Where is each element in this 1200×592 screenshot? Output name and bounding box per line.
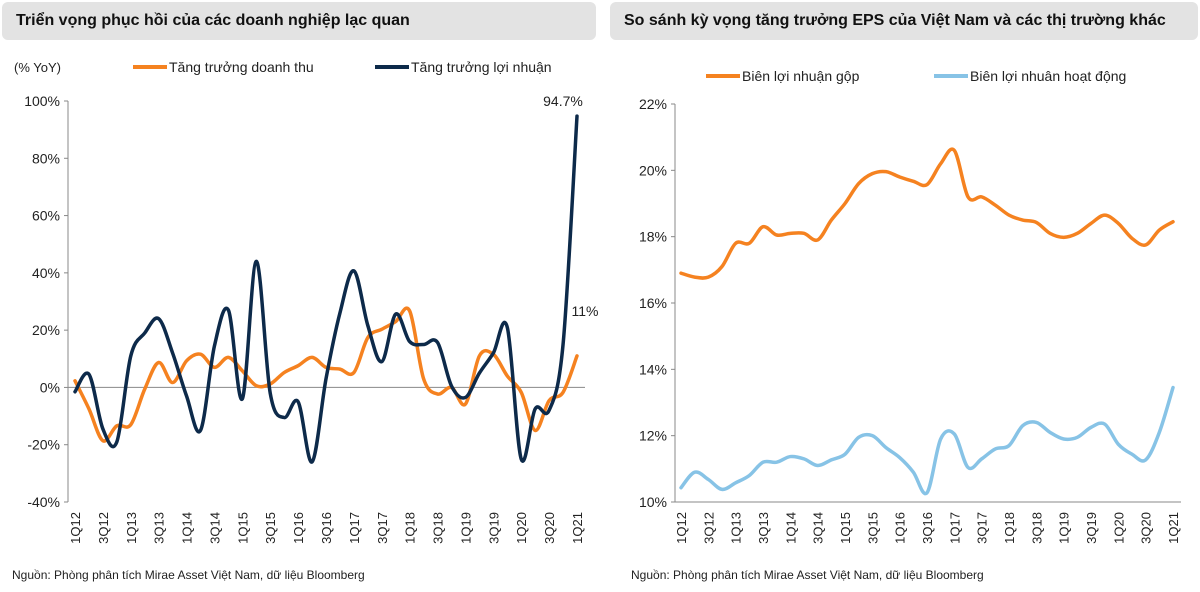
x-tick-label: 1Q17 <box>347 512 362 544</box>
y-tick-label: 22% <box>639 96 667 112</box>
x-tick-label: 1Q16 <box>291 512 306 544</box>
left-chart-header: Triển vọng phục hồi của các doanh nghiệp… <box>2 2 596 40</box>
right-source-note: Nguồn: Phòng phân tích Mirae Asset Việt … <box>631 568 984 582</box>
x-tick-label: 1Q12 <box>674 512 689 544</box>
x-tick-label: 1Q18 <box>403 512 418 544</box>
y-tick-label: -40% <box>27 494 60 510</box>
x-tick-label: 1Q13 <box>729 512 744 544</box>
legend-label: Tăng trưởng lợi nhuận <box>411 59 552 75</box>
y-tick-label: 12% <box>639 428 667 444</box>
y-tick-label: 18% <box>639 229 667 245</box>
x-tick-label: 3Q14 <box>811 512 826 544</box>
x-tick-label: 1Q19 <box>458 512 473 544</box>
x-tick-label: 3Q16 <box>920 512 935 544</box>
right-chart-header: So sánh kỳ vọng tăng trưởng EPS của Việt… <box>610 2 1198 40</box>
x-tick-label: 3Q19 <box>1084 512 1099 544</box>
y-tick-label: 20% <box>639 162 667 178</box>
y-tick-label: 10% <box>639 494 667 510</box>
left-source-note: Nguồn: Phòng phân tích Mirae Asset Việt … <box>12 568 365 582</box>
end-data-label: 94.7% <box>543 93 583 109</box>
x-tick-label: 1Q13 <box>124 512 139 544</box>
legend-label: Biên lợi nhuân hoạt động <box>970 68 1126 84</box>
x-tick-label: 1Q21 <box>1166 512 1181 544</box>
x-tick-label: 3Q20 <box>1139 512 1154 544</box>
series-line-2 <box>679 385 1175 496</box>
y-tick-label: 40% <box>32 265 60 281</box>
x-tick-label: 3Q18 <box>1029 512 1044 544</box>
x-tick-label: 3Q15 <box>865 512 880 544</box>
x-tick-label: 1Q21 <box>570 512 585 544</box>
x-tick-label: 1Q15 <box>838 512 853 544</box>
y-axis-unit-label: (% YoY) <box>14 60 61 75</box>
y-tick-label: 80% <box>32 150 60 166</box>
x-tick-label: 3Q13 <box>152 512 167 544</box>
legend-label: Biên lợi nhuận gộp <box>742 68 860 84</box>
x-tick-label: 1Q14 <box>783 512 798 544</box>
y-tick-label: -20% <box>27 437 60 453</box>
x-tick-label: 3Q18 <box>431 512 446 544</box>
x-tick-label: 1Q12 <box>68 512 83 544</box>
y-tick-label: 16% <box>639 295 667 311</box>
x-tick-label: 1Q16 <box>893 512 908 544</box>
x-tick-label: 1Q14 <box>180 512 195 544</box>
x-tick-label: 3Q20 <box>542 512 557 544</box>
x-tick-label: 1Q15 <box>235 512 250 544</box>
x-tick-label: 1Q18 <box>1002 512 1017 544</box>
y-tick-label: 100% <box>24 93 60 109</box>
x-tick-label: 1Q17 <box>947 512 962 544</box>
x-tick-label: 3Q19 <box>486 512 501 544</box>
y-tick-label: 14% <box>639 361 667 377</box>
x-tick-label: 3Q16 <box>319 512 334 544</box>
x-tick-label: 1Q20 <box>1111 512 1126 544</box>
x-tick-label: 3Q12 <box>96 512 111 544</box>
left-chart: 100% 80% 60% 40% 20% 0% -20% -40% 1Q12 3Q12 1Q13 3Q… <box>14 59 599 544</box>
x-tick-label: 3Q15 <box>263 512 278 544</box>
x-tick-label: 1Q20 <box>514 512 529 544</box>
end-data-label: 11% <box>572 303 599 319</box>
x-tick-label: 3Q17 <box>975 512 990 544</box>
x-tick-label: 3Q17 <box>375 512 390 544</box>
y-tick-label: 60% <box>32 208 60 224</box>
y-tick-label: 20% <box>32 322 60 338</box>
x-tick-label: 3Q14 <box>207 512 222 544</box>
x-tick-label: 1Q19 <box>1057 512 1072 544</box>
series-line-1 <box>679 147 1175 280</box>
series-line-2 <box>73 114 579 464</box>
legend-label: Tăng trưởng doanh thu <box>169 59 314 75</box>
y-tick-label: 0% <box>40 379 60 395</box>
x-tick-label: 3Q13 <box>756 512 771 544</box>
x-tick-label: 3Q12 <box>701 512 716 544</box>
